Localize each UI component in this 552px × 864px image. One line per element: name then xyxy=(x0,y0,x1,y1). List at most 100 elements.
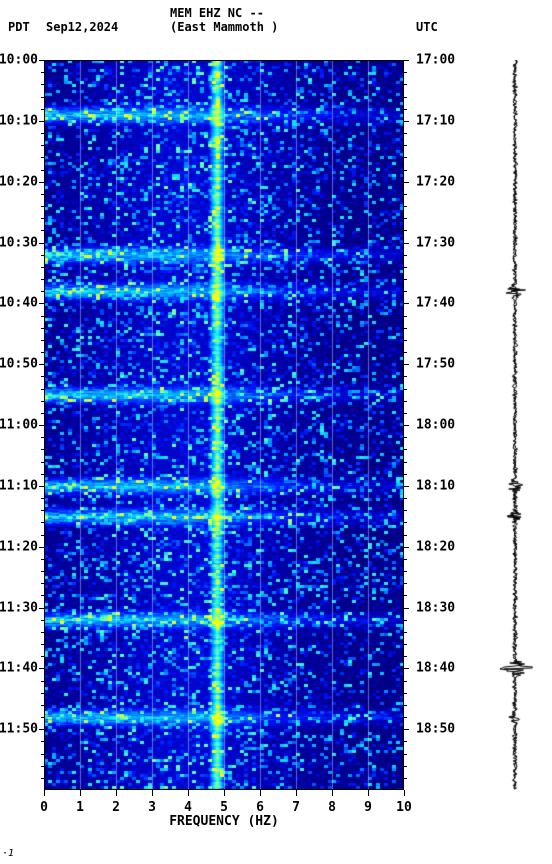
ytick-mark xyxy=(39,182,44,183)
ytick-minor xyxy=(404,620,407,621)
xtick-mark xyxy=(116,790,117,796)
spectrogram-plot xyxy=(44,60,404,790)
ytick-mark xyxy=(39,303,44,304)
waveform-canvas xyxy=(490,60,540,790)
ytick-minor xyxy=(41,498,44,499)
ytick-minor xyxy=(404,328,407,329)
ytick-minor xyxy=(41,170,44,171)
ytick-minor xyxy=(404,145,407,146)
ytick-minor xyxy=(404,255,407,256)
ytick-minor xyxy=(41,389,44,390)
ytick-minor xyxy=(41,583,44,584)
ytick-minor xyxy=(41,754,44,755)
ytick-minor xyxy=(404,681,407,682)
ytick-minor xyxy=(41,766,44,767)
xtick-label: 1 xyxy=(76,800,84,815)
xtick-label: 4 xyxy=(184,800,192,815)
ytick-minor xyxy=(404,230,407,231)
ytick-minor xyxy=(41,510,44,511)
ytick-mark xyxy=(39,364,44,365)
ytick-right-label: 18:10 xyxy=(416,478,455,493)
location-label: (East Mammoth ) xyxy=(170,20,278,34)
ytick-minor xyxy=(41,109,44,110)
xtick-label: 2 xyxy=(112,800,120,815)
ytick-minor xyxy=(41,230,44,231)
tz-left-label: PDT xyxy=(8,20,30,34)
ytick-right-label: 17:10 xyxy=(416,113,455,128)
ytick-minor xyxy=(404,498,407,499)
ytick-minor xyxy=(41,316,44,317)
ytick-minor xyxy=(404,352,407,353)
x-axis-label: FREQUENCY (HZ) xyxy=(44,814,404,829)
ytick-minor xyxy=(41,571,44,572)
xtick-mark xyxy=(260,790,261,796)
ytick-minor xyxy=(404,157,407,158)
ytick-right-label: 17:20 xyxy=(416,174,455,189)
ytick-minor xyxy=(41,352,44,353)
ytick-mark xyxy=(39,547,44,548)
ytick-minor xyxy=(404,279,407,280)
ytick-minor xyxy=(404,656,407,657)
xtick-mark xyxy=(80,790,81,796)
ytick-minor xyxy=(41,194,44,195)
footer-mark: ·1 xyxy=(2,848,14,859)
station-label: MEM EHZ NC -- xyxy=(170,6,264,20)
ytick-minor xyxy=(404,97,407,98)
ytick-mark xyxy=(404,60,409,61)
ytick-minor xyxy=(41,644,44,645)
ytick-right-label: 17:40 xyxy=(416,296,455,311)
ytick-mark xyxy=(404,668,409,669)
ytick-minor xyxy=(41,267,44,268)
xtick-label: 7 xyxy=(292,800,300,815)
y-axis-left: 10:0010:1010:2010:3010:4010:5011:0011:10… xyxy=(0,60,44,790)
xtick-mark xyxy=(44,790,45,796)
ytick-mark xyxy=(39,121,44,122)
ytick-minor xyxy=(404,109,407,110)
ytick-minor xyxy=(404,705,407,706)
xtick-mark xyxy=(332,790,333,796)
ytick-left-label: 11:40 xyxy=(0,661,38,676)
ytick-left-label: 10:30 xyxy=(0,235,38,250)
ytick-minor xyxy=(41,535,44,536)
ytick-minor xyxy=(404,571,407,572)
ytick-minor xyxy=(404,595,407,596)
ytick-minor xyxy=(404,510,407,511)
ytick-minor xyxy=(41,656,44,657)
xtick-mark xyxy=(368,790,369,796)
ytick-minor xyxy=(404,644,407,645)
ytick-minor xyxy=(41,376,44,377)
ytick-minor xyxy=(404,535,407,536)
ytick-left-label: 10:20 xyxy=(0,174,38,189)
ytick-right-label: 17:00 xyxy=(416,53,455,68)
ytick-mark xyxy=(404,243,409,244)
ytick-mark xyxy=(39,243,44,244)
ytick-minor xyxy=(404,717,407,718)
ytick-minor xyxy=(41,741,44,742)
xtick-mark xyxy=(224,790,225,796)
ytick-minor xyxy=(404,194,407,195)
ytick-minor xyxy=(404,559,407,560)
ytick-right-label: 18:00 xyxy=(416,418,455,433)
ytick-minor xyxy=(41,255,44,256)
ytick-minor xyxy=(404,766,407,767)
ytick-left-label: 11:30 xyxy=(0,600,38,615)
ytick-minor xyxy=(404,474,407,475)
ytick-minor xyxy=(404,632,407,633)
ytick-left-label: 11:50 xyxy=(0,722,38,737)
ytick-mark xyxy=(404,425,409,426)
ytick-left-label: 10:50 xyxy=(0,357,38,372)
ytick-minor xyxy=(41,717,44,718)
ytick-minor xyxy=(404,449,407,450)
ytick-mark xyxy=(404,364,409,365)
xtick-label: 10 xyxy=(396,800,412,815)
tz-right-label: UTC xyxy=(416,20,438,34)
ytick-minor xyxy=(41,522,44,523)
ytick-minor xyxy=(404,291,407,292)
x-axis: FREQUENCY (HZ) 012345678910 xyxy=(44,790,404,830)
ytick-minor xyxy=(404,170,407,171)
ytick-minor xyxy=(41,413,44,414)
ytick-minor xyxy=(41,595,44,596)
ytick-minor xyxy=(41,133,44,134)
ytick-mark xyxy=(404,608,409,609)
ytick-right-label: 18:50 xyxy=(416,722,455,737)
